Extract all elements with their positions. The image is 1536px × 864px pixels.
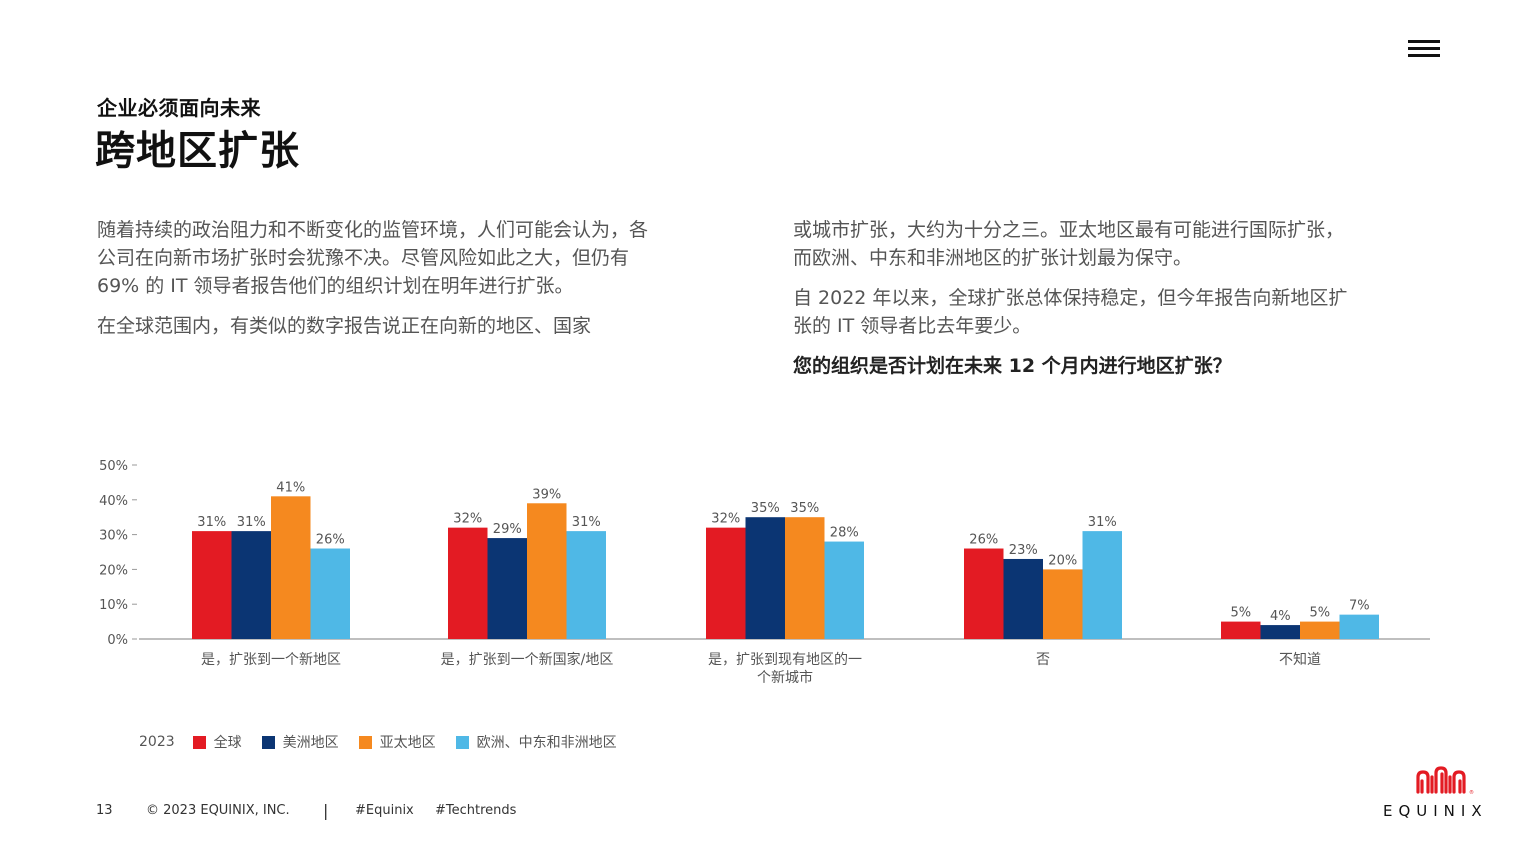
legend-label-emea: 欧洲、中东和非洲地区 bbox=[476, 735, 617, 751]
legend-swatch-americas bbox=[261, 735, 275, 749]
bar bbox=[231, 531, 271, 639]
legend-item-emea: 欧洲、中东和非洲地区 bbox=[455, 732, 617, 752]
bar-value-label: 28% bbox=[830, 526, 859, 541]
x-category-label: 是，扩张到一个新地区 bbox=[201, 652, 341, 668]
y-tick-label: 10% bbox=[99, 598, 128, 613]
survey-question: 您的组织是否计划在未来 12 个月内进行地区扩张？ bbox=[793, 355, 1232, 377]
bar bbox=[1003, 558, 1043, 639]
legend-item-apac: 亚太地区 bbox=[358, 732, 436, 752]
bar-value-label: 29% bbox=[493, 522, 522, 537]
x-category-label: 个新城市 bbox=[757, 669, 813, 686]
chart-legend: 2023 全球 美洲地区 亚太地区 欧洲、中东和非洲地区 bbox=[139, 732, 637, 752]
bar-value-label: 26% bbox=[969, 533, 998, 548]
legend-swatch-global bbox=[192, 735, 206, 749]
intro-paragraph: 或城市扩张，大约为十分之三。亚太地区最有可能进行国际扩张，而欧洲、中东和非洲地区… bbox=[793, 219, 1345, 269]
legend-label-americas: 美洲地区 bbox=[282, 735, 339, 751]
bar bbox=[1260, 625, 1300, 639]
intro-paragraph: 在全球范围内，有类似的数字报告说正在向新的地区、国家 bbox=[97, 315, 592, 337]
y-tick-label: 30% bbox=[99, 529, 128, 544]
bar bbox=[706, 527, 746, 639]
legend-swatch-apac bbox=[358, 735, 372, 749]
legend-item-global: 全球 bbox=[192, 732, 242, 752]
brand-wordmark: EQUINIX bbox=[1383, 802, 1488, 820]
bar bbox=[310, 548, 350, 639]
intro-paragraph: 自 2022 年以来，全球扩张总体保持稳定，但今年报告向新地区扩张的 IT 领导… bbox=[793, 287, 1348, 337]
bar bbox=[566, 531, 606, 639]
page-title: 跨地区扩张 bbox=[95, 128, 300, 174]
bar bbox=[448, 527, 488, 639]
bar bbox=[1082, 531, 1122, 639]
y-tick-label: 50% bbox=[99, 459, 128, 474]
bar bbox=[1300, 621, 1340, 639]
legend-year: 2023 bbox=[139, 734, 175, 750]
bar bbox=[1221, 621, 1261, 639]
bar-value-label: 5% bbox=[1230, 606, 1251, 621]
bar-value-label: 31% bbox=[1088, 515, 1117, 530]
bar-value-label: 32% bbox=[453, 512, 482, 527]
bar-value-label: 5% bbox=[1309, 606, 1330, 621]
legend-label-global: 全球 bbox=[213, 735, 242, 751]
intro-column-left: 随着持续的政治阻力和不断变化的监管环境，人们可能会认为，各公司在向新市场扩张时会… bbox=[97, 216, 657, 352]
bar-value-label: 23% bbox=[1009, 543, 1038, 558]
intro-column-right: 或城市扩张，大约为十分之三。亚太地区最有可能进行国际扩张，而欧洲、中东和非洲地区… bbox=[793, 216, 1353, 392]
bar bbox=[192, 531, 232, 639]
bar bbox=[785, 517, 825, 639]
expansion-bar-chart: 0% 10% 20% 30% 40% 50% 31% 32% 32% 26% 5% 31% 29% 35%… bbox=[99, 459, 1430, 686]
bar bbox=[824, 541, 864, 639]
page-number: 13 bbox=[96, 803, 113, 818]
legend-item-americas: 美洲地区 bbox=[261, 732, 339, 752]
footer-separator: | bbox=[323, 801, 329, 820]
y-tick-label: 20% bbox=[99, 563, 128, 578]
y-tick-label: 0% bbox=[107, 633, 128, 648]
legend-label-apac: 亚太地区 bbox=[379, 735, 436, 751]
x-category-label: 不知道 bbox=[1279, 651, 1321, 668]
bar-value-label: 35% bbox=[790, 501, 819, 516]
hamburger-menu-icon[interactable] bbox=[1408, 40, 1440, 58]
intro-paragraph: 随着持续的政治阻力和不断变化的监管环境，人们可能会认为，各公司在向新市场扩张时会… bbox=[97, 219, 649, 297]
bar bbox=[745, 517, 785, 639]
bar-value-label: 31% bbox=[237, 515, 266, 530]
bar-value-label: 4% bbox=[1270, 609, 1291, 624]
svg-text:®: ® bbox=[1469, 789, 1474, 796]
x-category-label: 是，扩张到一个新国家/地区 bbox=[441, 651, 614, 668]
bar-value-label: 39% bbox=[532, 487, 561, 502]
legend-swatch-emea bbox=[455, 735, 469, 749]
bar bbox=[964, 548, 1004, 639]
bar-value-label: 20% bbox=[1048, 553, 1077, 568]
bar-value-label: 31% bbox=[572, 515, 601, 530]
bar-value-label: 35% bbox=[751, 501, 780, 516]
hashtag-techtrends[interactable]: #Techtrends bbox=[435, 803, 517, 818]
x-category-label: 否 bbox=[1036, 652, 1050, 668]
x-category-label: 是，扩张到现有地区的一 bbox=[708, 652, 862, 668]
bar bbox=[527, 503, 567, 639]
copyright: © 2023 EQUINIX, INC. bbox=[146, 803, 290, 818]
bar-value-label: 26% bbox=[316, 533, 345, 548]
bar-value-label: 41% bbox=[276, 480, 305, 495]
bar bbox=[271, 496, 311, 639]
bar-value-label: 31% bbox=[197, 515, 226, 530]
equinix-logo-icon: ® bbox=[1416, 766, 1474, 796]
bar-value-label: 7% bbox=[1349, 599, 1370, 614]
bar bbox=[1043, 569, 1083, 639]
bar bbox=[487, 538, 527, 639]
bar bbox=[1339, 614, 1379, 639]
y-tick-label: 40% bbox=[99, 494, 128, 509]
hashtag-equinix[interactable]: #Equinix bbox=[355, 803, 414, 818]
bar-value-label: 32% bbox=[711, 512, 740, 527]
page-kicker: 企业必须面向未来 bbox=[97, 96, 261, 120]
